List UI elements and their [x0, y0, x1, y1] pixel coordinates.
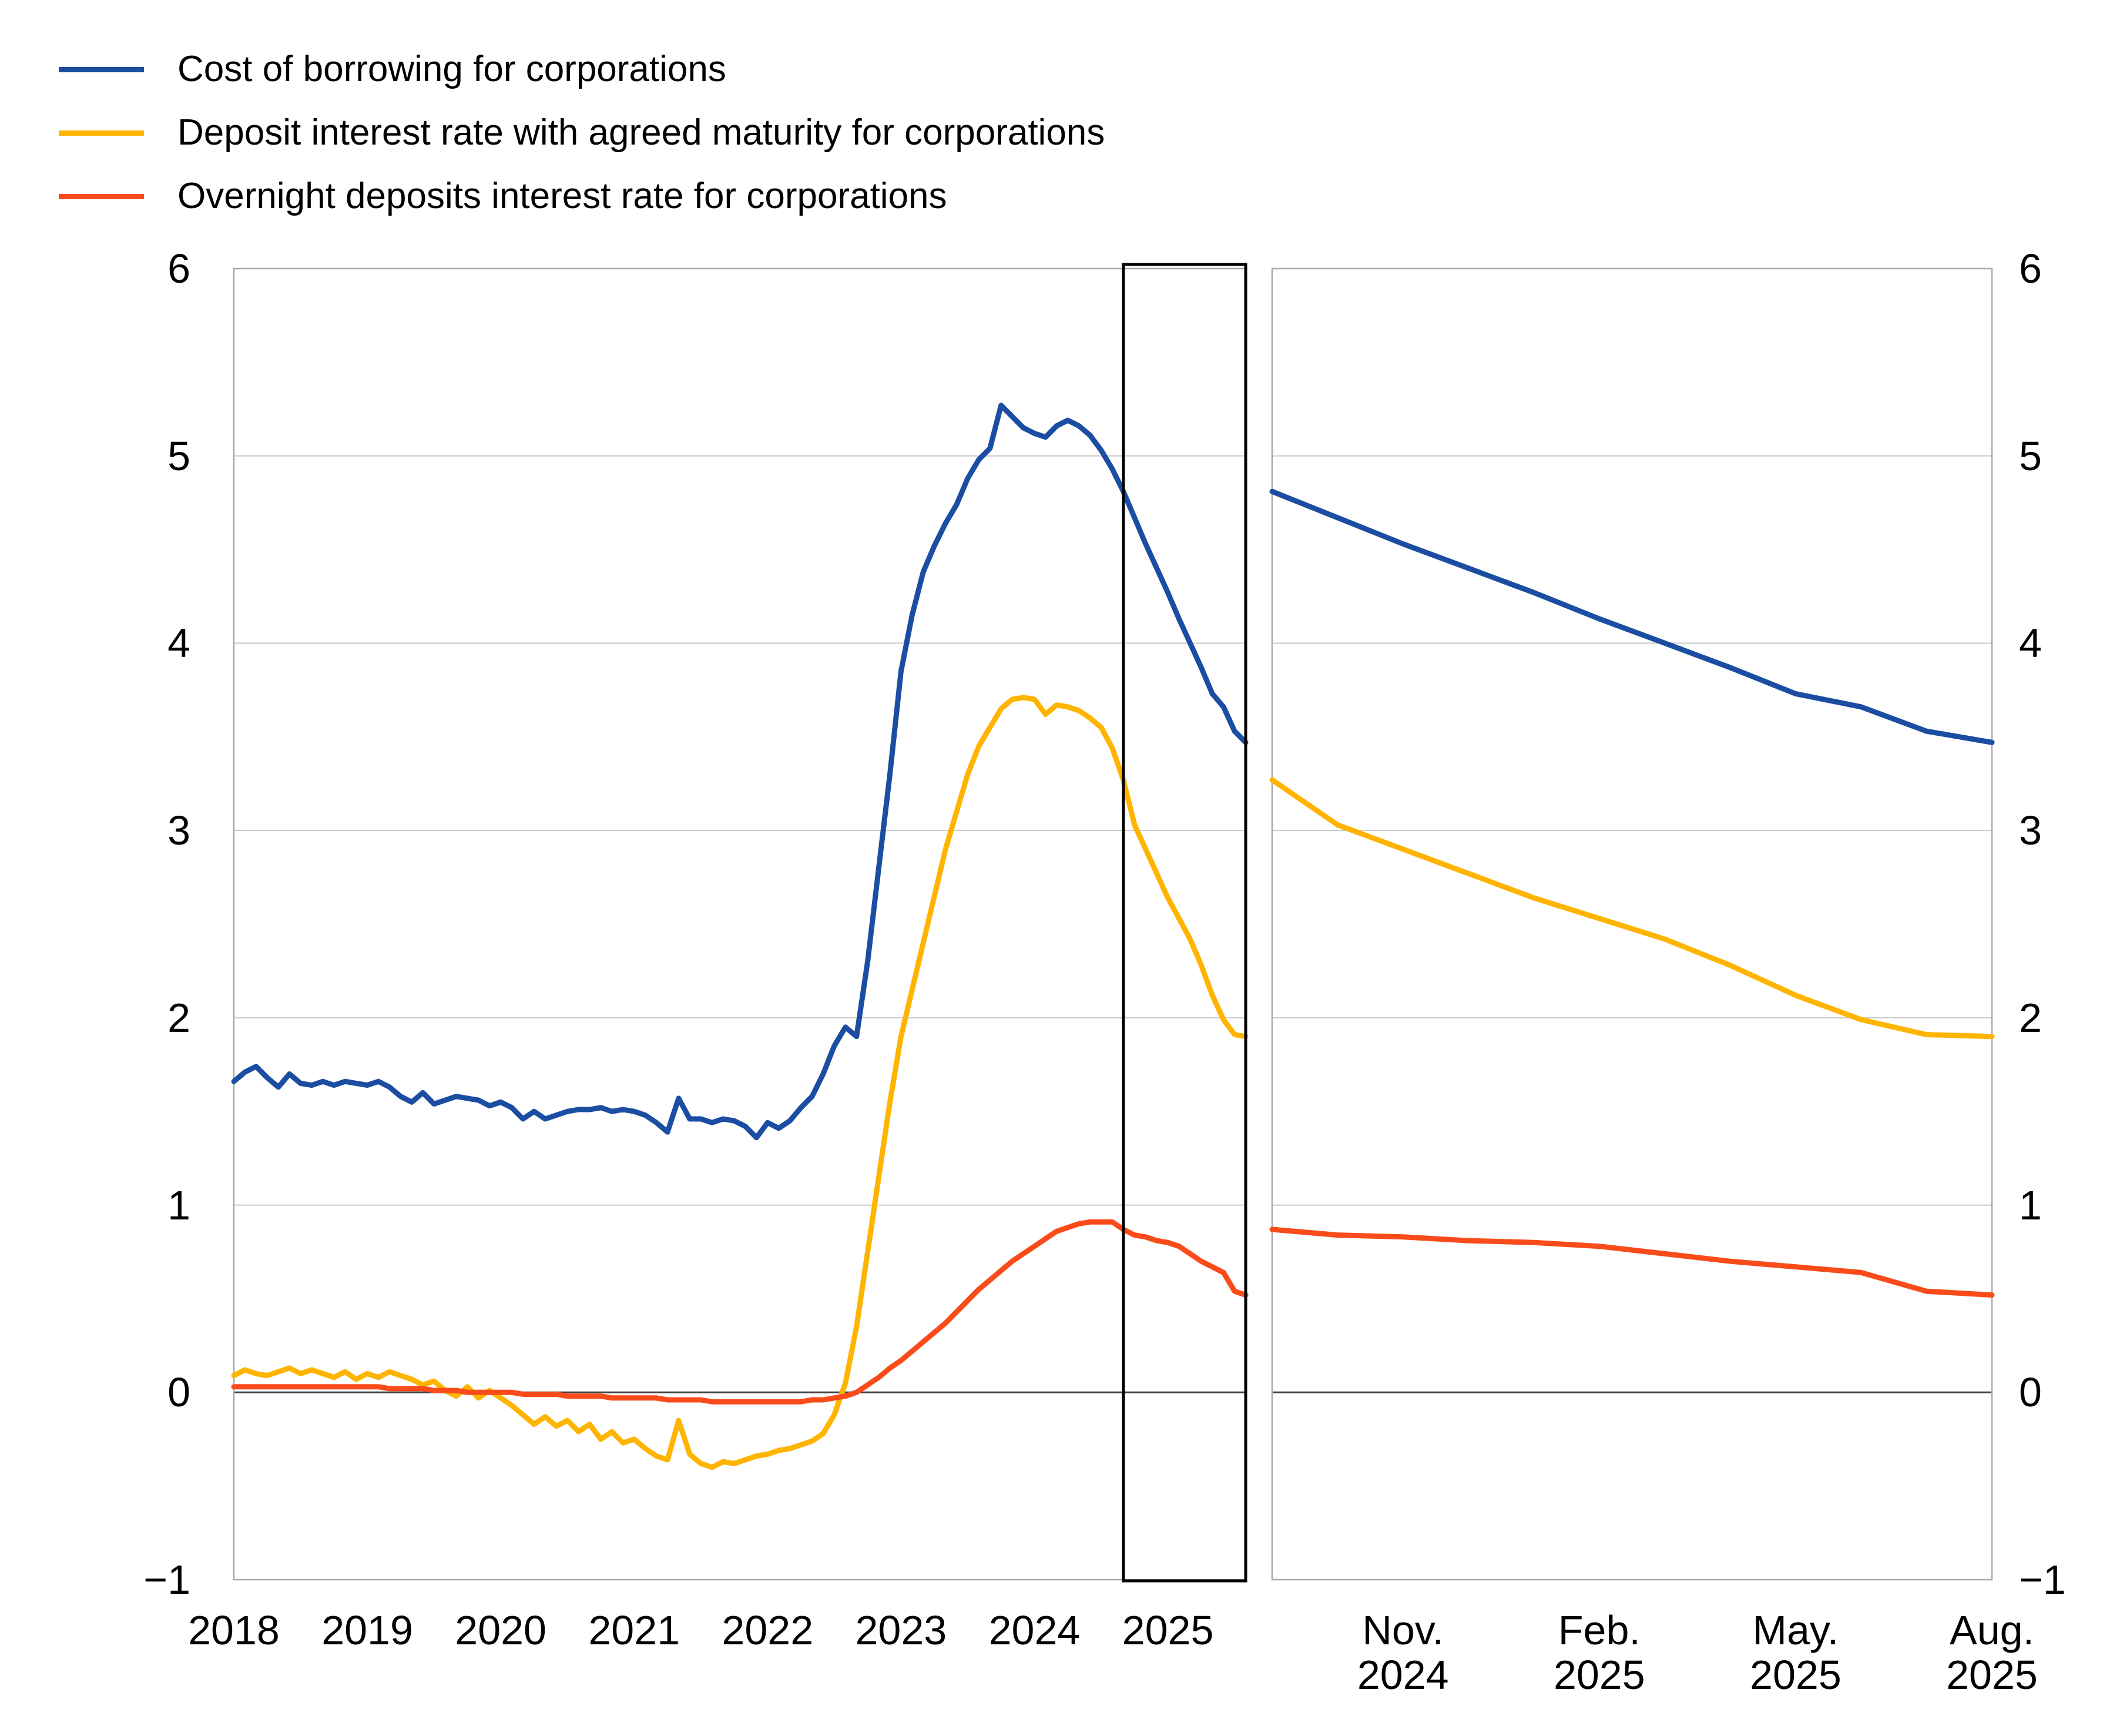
series-layer [231, 403, 1995, 1470]
series-line-cost-of-borrowing-for-corporations [1269, 488, 1995, 745]
recent-months-panel-border [1271, 267, 1993, 1581]
x-tick-label-month-aug-2025: Aug. 2025 [1946, 1607, 2038, 1698]
y-tick-label-right-0: 0 [2019, 1369, 2042, 1416]
x-tick-label-month-feb-2025: Feb. 2025 [1553, 1607, 1645, 1698]
series-line-deposit-interest-rate-with-agreed-maturity-for-corporations [1269, 777, 1995, 1040]
series-line-cost-of-borrowing-for-corporations [231, 403, 1249, 1141]
y-tick-label-right--1: −1 [2019, 1557, 2066, 1603]
legend-item-overnight-deposits: Overnight deposits interest rate for cor… [59, 165, 1105, 228]
x-tick-label-year-2024: 2024 [988, 1607, 1081, 1653]
legend-item-cost-of-borrowing: Cost of borrowing for corporations [59, 38, 1105, 101]
y-tick-label-left-3: 3 [167, 807, 190, 854]
y-axis-right: 6 5 4 3 2 1 0 −1 [2019, 0, 2103, 1736]
y-axis-left: 6 5 4 3 2 1 0 −1 [0, 0, 190, 1736]
x-tick-label-year-2021: 2021 [588, 1607, 680, 1653]
history-panel-border [233, 267, 1247, 1581]
x-tick-label-year-2018: 2018 [188, 1607, 280, 1653]
y-tick-label-left-1: 1 [167, 1182, 190, 1228]
y-tick-label-right-5: 5 [2019, 433, 2042, 479]
legend-label: Overnight deposits interest rate for cor… [177, 176, 947, 216]
x-tick-label-year-2022: 2022 [722, 1607, 814, 1653]
blue-line-swatch-icon [59, 66, 144, 72]
legend-label: Deposit interest rate with agreed maturi… [177, 112, 1105, 153]
x-tick-label-year-2020: 2020 [455, 1607, 546, 1653]
x-tick-label-year-2019: 2019 [321, 1607, 413, 1653]
yellow-line-swatch-icon [59, 130, 144, 136]
x-tick-label-year-2025: 2025 [1122, 1607, 1214, 1653]
y-tick-label-left--1: −1 [143, 1557, 190, 1603]
y-tick-label-right-4: 4 [2019, 620, 2042, 666]
x-tick-label-year-2023: 2023 [855, 1607, 947, 1653]
y-tick-label-right-1: 1 [2019, 1182, 2042, 1228]
y-tick-label-left-5: 5 [167, 433, 190, 479]
y-tick-label-left-2: 2 [167, 994, 190, 1041]
legend: Cost of borrowing for corporations Depos… [59, 38, 1105, 228]
y-tick-label-left-6: 6 [167, 246, 190, 291]
y-tick-label-right-6: 6 [2019, 246, 2042, 291]
legend-item-deposit-agreed-maturity: Deposit interest rate with agreed maturi… [59, 101, 1105, 165]
y-tick-label-left-4: 4 [167, 620, 190, 666]
recent-period-highlight-box [1122, 263, 1247, 1583]
y-tick-label-right-2: 2 [2019, 994, 2042, 1041]
y-tick-label-left-0: 0 [167, 1369, 190, 1416]
highlight-box-layer [1122, 263, 1247, 1583]
red-line-swatch-icon [59, 193, 144, 199]
x-tick-label-month-may-2025: May. 2025 [1750, 1607, 1842, 1698]
y-tick-label-right-3: 3 [2019, 807, 2042, 854]
legend-label: Cost of borrowing for corporations [177, 49, 726, 89]
series-line-overnight-deposits-interest-rate-for-corporations [1269, 1226, 1995, 1298]
x-tick-label-month-nov-2024: Nov. 2024 [1357, 1607, 1449, 1698]
series-line-overnight-deposits-interest-rate-for-corporations [231, 1219, 1249, 1405]
series-line-deposit-interest-rate-with-agreed-maturity-for-corporations [231, 695, 1249, 1470]
